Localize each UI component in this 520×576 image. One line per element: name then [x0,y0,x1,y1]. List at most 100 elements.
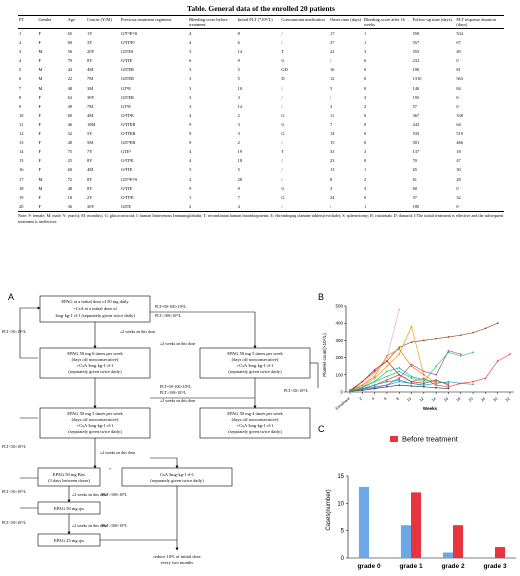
box4-line4: (separately given twice daily) [68,429,122,434]
table-cell: G [281,121,285,127]
table-cell: 64 [456,121,461,127]
platelet-point [435,384,438,387]
table-cell: 81 [456,67,461,73]
table-cell: G [281,112,285,118]
line-y-tick-label: 400 [335,321,343,326]
box5-line2: (days off nonconsecutive) [232,417,279,422]
table-cell: 23 [330,158,335,164]
bar-category-label: grade 1 [399,563,423,570]
table-cell: 3 [189,76,192,82]
table-cell: 3 [364,185,367,191]
table-body: 1 F 65 1Y G²T²E²/S 4 8/17 1 550 534 2 F 69 3Y G²IT²E³ 4… [18,29,504,212]
table-row: 19 F 18 2Y G²IT²E 1 7 G 24 0 57 32 [18,193,504,202]
table-cell: 9 [237,58,240,64]
table-cell: 19 [19,194,24,200]
platelet-point [349,390,351,393]
table-cell: 6 [189,58,192,64]
table-header-cell: Bleeding score before treatment [188,15,237,29]
table-cell: 6 [19,76,22,82]
platelet-point [422,380,425,383]
table-cell: 9 [19,103,22,109]
table-cell: 367 [412,112,420,118]
line-x-tick-label: 16 [443,397,449,403]
table-cell: 56 [67,49,72,55]
table-row: 4 F 79 8Y G²ITE 6 9 G / 6 232 0 [18,56,504,65]
weeks-note-4: ≥2 weeks on this dose [100,450,136,455]
table-cell: 9 [189,121,192,127]
line-chart-xlabel: Weeks [423,406,438,411]
table-header-cell: Concomitant medication [280,15,329,29]
table-cell: 20 [18,201,38,212]
legend-swatch [390,436,398,442]
table-cell: 19 [237,149,243,155]
table-header-cell: Onset time (days) [329,15,364,29]
table-cell: 5Y [87,131,93,137]
table-cell: 7M [87,103,94,109]
table-cell: 1 [363,201,412,212]
bar [411,492,422,558]
plt-note-3: PLT<50×10⁹/L [2,329,27,334]
platelet-point [386,365,388,368]
table-cell: F [38,167,41,173]
table-cell: G²ITE [121,58,133,64]
table-cell: 563 [456,76,463,82]
platelet-point [386,384,388,387]
table-cell: 555 [412,49,420,55]
table-cell: 2 [237,112,240,118]
box1-line3: 3mg·kg-1·d-1 (separately given twice dai… [55,313,135,318]
table-cell: 140 [412,85,420,91]
weeks-note-2: ≥2 weeks on this dose [160,341,196,346]
platelet-point [447,385,450,388]
table-header-cell: Previous treatment regimens [120,15,189,29]
plt-note-11: PLT>100×10⁹L [102,523,128,528]
platelet-point [447,382,450,385]
box4-line3: +CsA 3mg·kg-1·d-1 [77,423,114,428]
table-cell: 72 [67,176,72,182]
platelet-point [386,370,388,373]
table-cell: / [281,176,283,182]
box2-line3: +CsA 3mg·kg-1·d-1 [77,363,114,368]
table-cell: GITER [121,67,134,73]
table-cell: 0 [364,194,367,200]
table-cell: / [330,94,332,100]
line-x-tick-label: 14 [431,397,437,403]
table-cell: 1 [364,167,367,173]
box3-line2: (days off nonconsecutive) [232,357,279,362]
line-y-tick-label: 500 [335,304,343,309]
table-cell: 30Y [87,94,95,100]
plt-note-7: PLT<50×10⁹/L [2,444,27,449]
table-cell: 0 [364,76,367,82]
table-cell: 10 [19,112,24,118]
bar [358,486,369,558]
table-cell: 33 [330,149,335,155]
table-cell: 5 [330,85,333,91]
table-cell: 0 [456,58,459,64]
table-cell: 4 [189,31,192,36]
table-row: 18 M 48 8Y G²ITE 9 9 G 3 3 60 0 [18,184,504,193]
platelet-point [373,377,376,380]
platelet-point [472,380,474,383]
platelet-point [373,370,376,373]
table-cell: 12 [330,76,335,82]
line-x-tick-label: 8 [396,397,400,401]
table-cell: 60 [67,167,72,173]
platelet-point [373,368,376,371]
table-cell: 3 [189,67,192,73]
platelet-point [410,380,413,383]
platelet-point [410,325,413,328]
platelet-point [398,346,401,349]
table-cell: 14 [237,49,243,55]
platelet-series-line [349,325,437,393]
table-cell: GTE² [121,149,131,155]
platelet-point [422,339,425,342]
platelet-point [361,387,364,390]
table-cell: 5 [19,67,22,73]
table-cell: 4 [189,149,192,155]
table-cell: 1 [364,40,367,46]
table-cell: 30Y [86,201,121,212]
box4-line1: EPAG 50 mg 3 times per week [67,411,123,416]
table-cell: 17 [330,31,335,36]
table-cell: 0 [364,85,367,91]
table-cell: M [38,67,43,73]
platelet-point [398,353,401,356]
